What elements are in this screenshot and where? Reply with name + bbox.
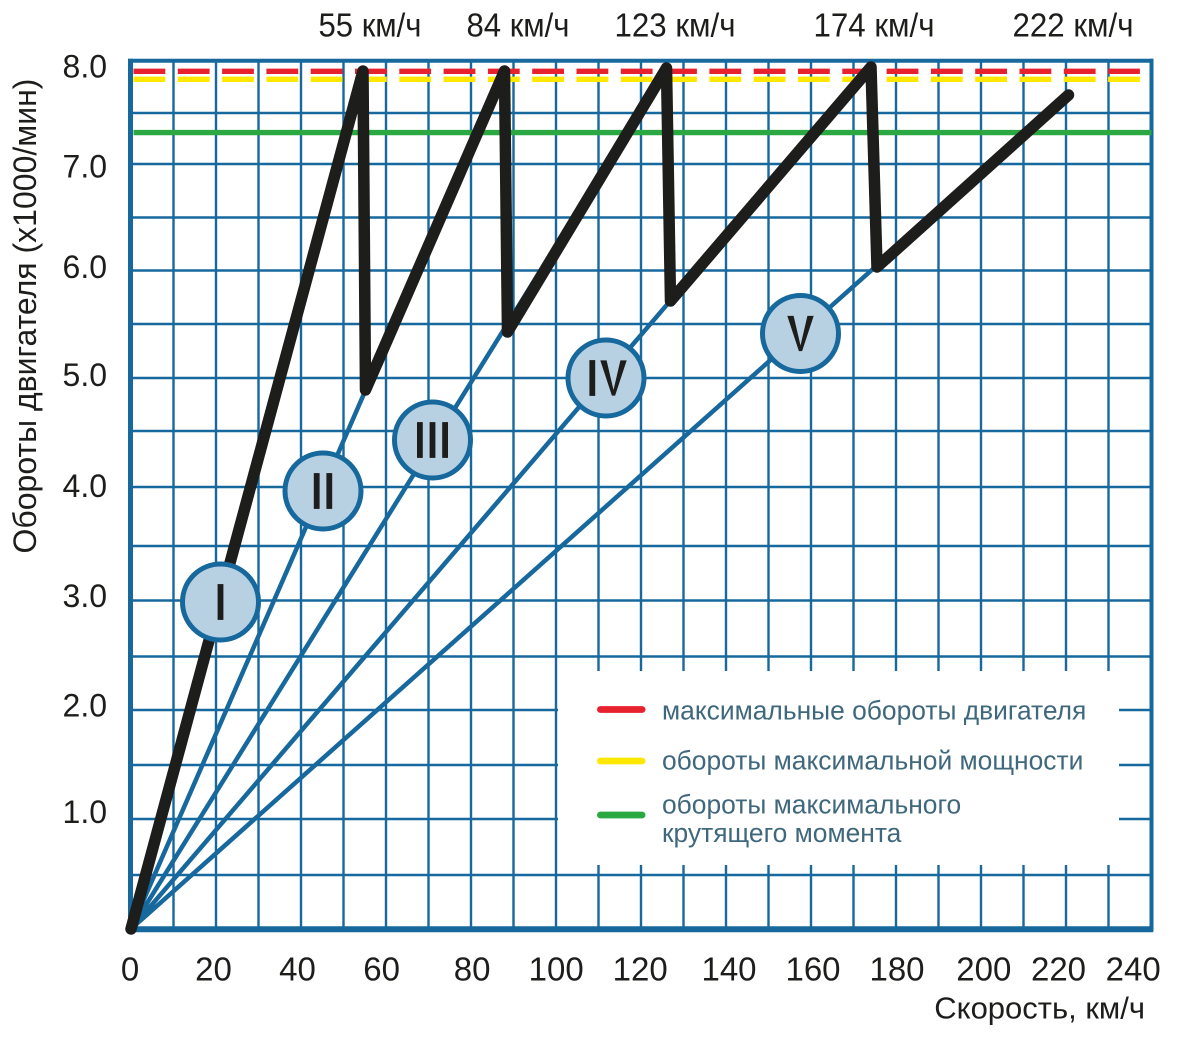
svg-text:123 км/ч: 123 км/ч [615, 7, 736, 44]
svg-text:0: 0 [121, 951, 139, 988]
svg-text:обороты максимального: обороты максимального [662, 789, 961, 819]
svg-text:55 км/ч: 55 км/ч [319, 7, 422, 44]
svg-text:222 км/ч: 222 км/ч [1013, 7, 1134, 44]
svg-text:120: 120 [613, 951, 668, 988]
svg-text:80: 80 [454, 951, 491, 988]
svg-text:140: 140 [701, 951, 756, 988]
svg-text:обороты максимальной мощности: обороты максимальной мощности [662, 746, 1083, 776]
svg-text:6.0: 6.0 [63, 249, 107, 285]
svg-text:8.0: 8.0 [63, 49, 107, 85]
svg-text:крутящего момента: крутящего момента [662, 818, 902, 848]
svg-text:60: 60 [363, 951, 400, 988]
svg-text:174 км/ч: 174 км/ч [814, 7, 935, 44]
svg-text:240: 240 [1106, 951, 1161, 988]
svg-text:160: 160 [785, 951, 840, 988]
svg-text:84 км/ч: 84 км/ч [467, 7, 570, 44]
svg-text:Скорость, км/ч: Скорость, км/ч [934, 991, 1145, 1026]
svg-text:7.0: 7.0 [63, 149, 107, 185]
svg-text:5.0: 5.0 [63, 357, 107, 393]
svg-text:100: 100 [529, 951, 584, 988]
svg-text:220: 220 [1031, 951, 1086, 988]
svg-text:1.0: 1.0 [63, 794, 107, 830]
svg-text:максимальные обороты двигателя: максимальные обороты двигателя [662, 696, 1086, 726]
svg-text:Обороты двигателя (х1000/мин): Обороты двигателя (х1000/мин) [7, 79, 43, 554]
svg-text:180: 180 [869, 951, 924, 988]
svg-text:4.0: 4.0 [63, 468, 107, 504]
svg-text:40: 40 [279, 951, 316, 988]
svg-text:2.0: 2.0 [63, 688, 107, 724]
svg-text:20: 20 [195, 951, 232, 988]
svg-text:3.0: 3.0 [63, 578, 107, 614]
svg-text:200: 200 [956, 951, 1011, 988]
